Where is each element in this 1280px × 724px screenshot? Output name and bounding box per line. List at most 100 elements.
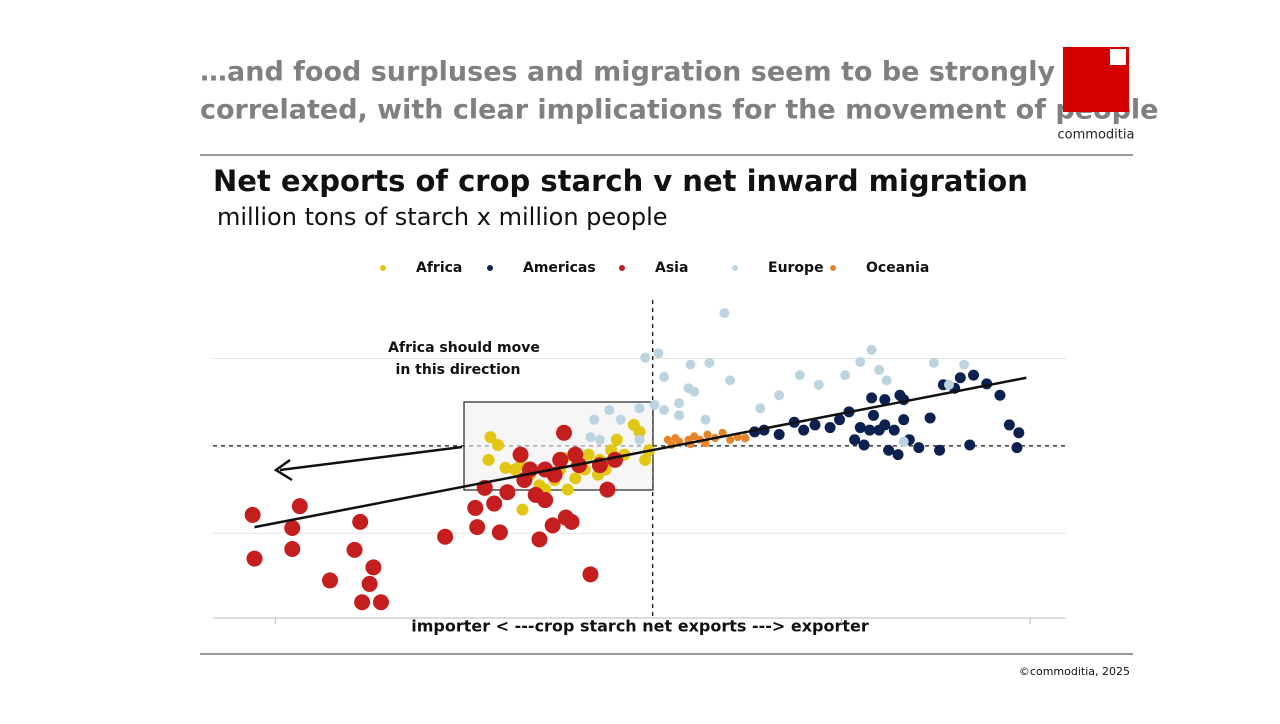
data-point: [537, 492, 554, 509]
data-point: [868, 409, 880, 421]
data-point: [659, 371, 670, 382]
chart-title: Net exports of crop starch v net inward …: [213, 164, 1028, 198]
data-point: [556, 424, 573, 441]
data-point: [599, 481, 616, 498]
data-point: [888, 424, 900, 436]
data-point: [968, 369, 980, 381]
data-point: [633, 425, 646, 438]
data-point: [491, 524, 508, 541]
data-point: [1011, 442, 1023, 454]
data-point: [954, 372, 966, 384]
trend-line: [254, 376, 1027, 529]
data-point: [531, 531, 548, 548]
data-point: [866, 344, 877, 355]
data-point: [834, 414, 846, 426]
data-point: [858, 439, 870, 451]
data-point: [615, 414, 626, 425]
data-point: [879, 394, 891, 406]
data-point: [244, 506, 261, 523]
data-point: [741, 434, 750, 443]
data-point: [718, 428, 727, 437]
legend-label: Oceania: [866, 260, 929, 276]
legend-marker: [732, 265, 738, 271]
data-point: [881, 375, 892, 386]
data-point: [604, 405, 615, 416]
data-point: [346, 541, 363, 558]
data-point: [774, 390, 785, 401]
data-point: [809, 419, 821, 431]
data-point: [653, 348, 664, 359]
data-point: [352, 513, 369, 530]
data-point: [685, 359, 696, 370]
data-point: [943, 379, 954, 390]
data-point: [246, 550, 263, 567]
data-point: [824, 422, 836, 434]
data-point: [892, 449, 904, 461]
data-point: [725, 375, 736, 386]
data-point: [959, 359, 970, 370]
data-point: [491, 439, 504, 452]
data-point: [649, 399, 660, 410]
data-point: [674, 410, 685, 421]
data-point: [866, 392, 878, 404]
data-point: [898, 436, 909, 447]
data-point: [855, 357, 866, 368]
data-point: [563, 513, 580, 530]
legend-label: Asia: [655, 260, 688, 276]
data-point: [874, 364, 885, 375]
data-point: [365, 559, 382, 576]
data-point: [798, 424, 810, 436]
data-point: [913, 442, 925, 454]
data-point: [486, 495, 503, 512]
data-point: [322, 572, 339, 589]
data-point: [589, 414, 600, 425]
data-point: [512, 446, 529, 463]
data-point: [674, 398, 685, 409]
data-point: [467, 499, 484, 516]
x-axis-label: importer < ---crop starch net exports --…: [411, 617, 869, 636]
data-point: [700, 414, 711, 425]
data-point: [594, 434, 605, 445]
header-title: correlated, with clear implications for …: [200, 95, 1158, 126]
data-point: [928, 357, 939, 368]
data-point: [585, 432, 596, 443]
legend-label: Americas: [523, 260, 596, 276]
data-point: [726, 435, 735, 444]
data-point: [437, 528, 454, 545]
data-point: [469, 519, 486, 536]
data-point: [703, 430, 712, 439]
data-point: [484, 431, 497, 444]
legend-label: Africa: [416, 260, 462, 276]
data-point: [372, 594, 389, 611]
data-point: [719, 308, 730, 319]
data-point: [659, 405, 670, 416]
data-point: [606, 451, 623, 468]
data-point: [854, 422, 866, 434]
annotation: Africa should move: [388, 340, 540, 356]
data-point: [640, 352, 651, 363]
chart-subtitle: million tons of starch x million people: [217, 203, 668, 231]
plot: Africa Americas Asia Europe Oceania: [213, 260, 1066, 624]
data-point: [934, 444, 946, 456]
data-point: [1013, 427, 1025, 439]
data-point: [544, 517, 561, 534]
data-point: [354, 594, 371, 611]
data-point: [561, 483, 574, 496]
legend-label: Europe: [768, 260, 824, 276]
data-point: [634, 403, 645, 414]
legend-marker: [619, 265, 625, 271]
data-point: [864, 424, 876, 436]
data-point: [879, 419, 891, 431]
data-point: [499, 461, 512, 474]
annotation-arrowhead: [273, 458, 293, 482]
logo-mark: [1110, 49, 1126, 65]
data-point: [794, 370, 805, 381]
data-point: [840, 370, 851, 381]
data-point: [284, 520, 301, 537]
data-point: [924, 412, 936, 424]
data-point: [639, 453, 652, 466]
data-point: [634, 434, 645, 445]
data-point: [704, 357, 715, 368]
header-title: …and food surpluses and migration seem t…: [200, 57, 1056, 88]
legend-marker: [487, 265, 493, 271]
